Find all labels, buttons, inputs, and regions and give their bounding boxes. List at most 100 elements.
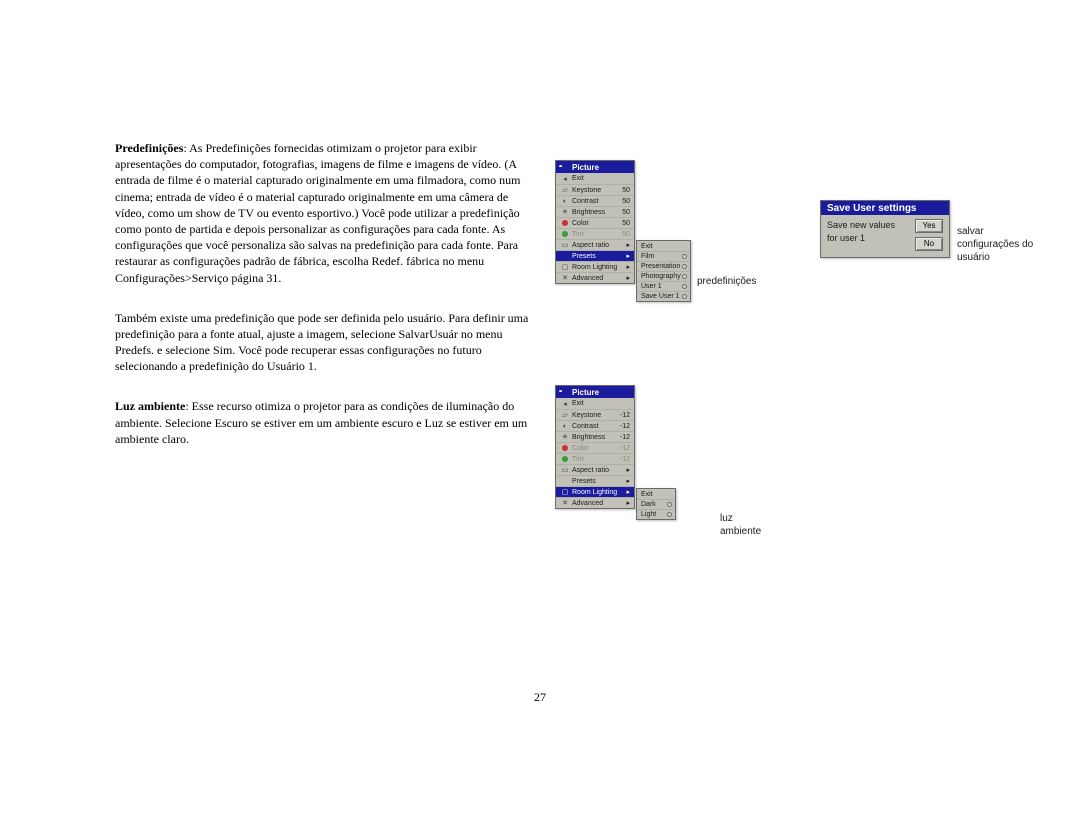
row-label: Advanced: [570, 275, 622, 282]
menu-row-aspect-ratio[interactable]: ▭Aspect ratio▸: [556, 464, 634, 475]
row-label: Keystone: [570, 187, 615, 194]
menu-row-exit[interactable]: ◂Exit: [556, 173, 634, 184]
row-value: -12: [615, 412, 630, 419]
row-value: -12: [615, 456, 630, 463]
menu-row-advanced[interactable]: ✕Advanced▸: [556, 497, 634, 508]
arrow-icon: ▸: [622, 466, 630, 474]
dots-icon-2: ••: [559, 389, 561, 395]
menu-row-room-lighting[interactable]: ▢Room Lighting▸: [556, 261, 634, 272]
row-label: Color: [570, 445, 615, 452]
submenu-item-exit[interactable]: Exit: [637, 489, 675, 499]
submenu-item-save-user-1[interactable]: Save User 1: [637, 291, 690, 301]
no-button[interactable]: No: [915, 237, 943, 251]
row-label: Brightness: [570, 434, 615, 441]
menu-title-2: Picture: [572, 388, 599, 397]
radio-icon: [667, 512, 672, 517]
row-label: Room Lighting: [570, 264, 622, 271]
paragraph-user-preset: Também existe uma predefinição que pode …: [115, 310, 535, 375]
arrow-icon: ▸: [622, 274, 630, 282]
row-icon: [560, 445, 570, 451]
menu-row-contrast[interactable]: ◐Contrast-12: [556, 420, 634, 431]
row-label: Contrast: [570, 198, 615, 205]
paragraph-luz-ambiente: Luz ambiente: Esse recurso otimiza o pro…: [115, 398, 535, 447]
save-user-dialog: Save User settings Save new values for u…: [820, 200, 950, 258]
menu-row-keystone[interactable]: ▱Keystone-12: [556, 409, 634, 420]
row-value: 50: [615, 187, 630, 194]
menu-row-tint[interactable]: Tint50: [556, 228, 634, 239]
bold-luz-ambiente: Luz ambiente: [115, 399, 185, 413]
row-label: Exit: [570, 175, 630, 182]
menu-row-color[interactable]: Color50: [556, 217, 634, 228]
menu-row-color[interactable]: Color-12: [556, 442, 634, 453]
row-label: Brightness: [570, 209, 615, 216]
menu-row-presets[interactable]: Presets▸: [556, 250, 634, 261]
page-content: Predefinições: As Predefinições fornecid…: [115, 140, 965, 471]
text-p1: : As Predefinições fornecidas otimizam o…: [115, 141, 521, 285]
row-value: -12: [615, 423, 630, 430]
menu-row-brightness[interactable]: ☀Brightness50: [556, 206, 634, 217]
arrow-icon: ▸: [622, 263, 630, 271]
menu-row-advanced[interactable]: ✕Advanced▸: [556, 272, 634, 283]
submenu-item-light[interactable]: Light: [637, 509, 675, 519]
picture-menu-lighting: •• Picture ◂Exit▱Keystone-12◐Contrast-12…: [555, 385, 635, 509]
row-icon: [560, 231, 570, 237]
submenu-item-exit[interactable]: Exit: [637, 241, 690, 251]
dialog-header: Save User settings: [821, 201, 949, 215]
submenu-item-photography[interactable]: Photography: [637, 271, 690, 281]
menu-row-exit[interactable]: ◂Exit: [556, 398, 634, 409]
arrow-icon: ▸: [622, 252, 630, 260]
submenu-item-film[interactable]: Film: [637, 251, 690, 261]
row-icon: ▢: [560, 488, 570, 496]
menu-row-tint[interactable]: Tint-12: [556, 453, 634, 464]
row-icon: ▱: [560, 186, 570, 194]
row-icon: ▭: [560, 241, 570, 249]
yes-button[interactable]: Yes: [915, 219, 943, 233]
row-icon: ▭: [560, 466, 570, 474]
menu-header: •• Picture: [556, 161, 634, 173]
dots-icon: ••: [559, 164, 561, 170]
row-icon: ◐: [560, 198, 570, 205]
menu-row-brightness[interactable]: ☀Brightness-12: [556, 431, 634, 442]
arrow-icon: ▸: [622, 477, 630, 485]
menu-row-room-lighting[interactable]: ▢Room Lighting▸: [556, 486, 634, 497]
radio-icon: [667, 502, 672, 507]
submenu-item-user-1[interactable]: User 1: [637, 281, 690, 291]
row-label: Room Lighting: [570, 489, 622, 496]
row-label: Aspect ratio: [570, 242, 622, 249]
menu-header-2: •• Picture: [556, 386, 634, 398]
menu-row-aspect-ratio[interactable]: ▭Aspect ratio▸: [556, 239, 634, 250]
row-icon: ☀: [560, 208, 570, 216]
submenu-item-dark[interactable]: Dark: [637, 499, 675, 509]
radio-icon: [682, 284, 687, 289]
picture-menu-presets: •• Picture ◂Exit▱Keystone50◐Contrast50☀B…: [555, 160, 635, 284]
arrow-icon: ▸: [622, 488, 630, 496]
row-label: Tint: [570, 231, 615, 238]
row-icon: [560, 220, 570, 226]
row-label: Keystone: [570, 412, 615, 419]
row-icon: ▢: [560, 263, 570, 271]
row-label: Contrast: [570, 423, 615, 430]
row-value: 50: [615, 220, 630, 227]
bold-predefinicoes: Predefinições: [115, 141, 183, 155]
row-icon: [560, 456, 570, 462]
arrow-icon: ▸: [622, 241, 630, 249]
caption-predefinicoes: predefinições: [697, 275, 756, 288]
row-icon: ◐: [560, 423, 570, 430]
row-label: Presets: [570, 478, 622, 485]
row-value: 50: [615, 198, 630, 205]
page-number: 27: [0, 690, 1080, 705]
presets-submenu: ExitFilmPresentationPhotographyUser 1Sav…: [636, 240, 691, 302]
text-column: Predefinições: As Predefinições fornecid…: [115, 140, 535, 471]
row-icon: ▱: [560, 411, 570, 419]
row-label: Exit: [570, 400, 630, 407]
row-value: -12: [615, 445, 630, 452]
menu-row-presets[interactable]: Presets▸: [556, 475, 634, 486]
menu-title: Picture: [572, 163, 599, 172]
radio-icon: [682, 294, 687, 299]
radio-icon: [682, 274, 687, 279]
menu-row-keystone[interactable]: ▱Keystone50: [556, 184, 634, 195]
caption-luz-ambiente: luz ambiente: [720, 512, 761, 538]
submenu-item-presentation[interactable]: Presentation: [637, 261, 690, 271]
row-icon: ✕: [560, 499, 570, 507]
menu-row-contrast[interactable]: ◐Contrast50: [556, 195, 634, 206]
